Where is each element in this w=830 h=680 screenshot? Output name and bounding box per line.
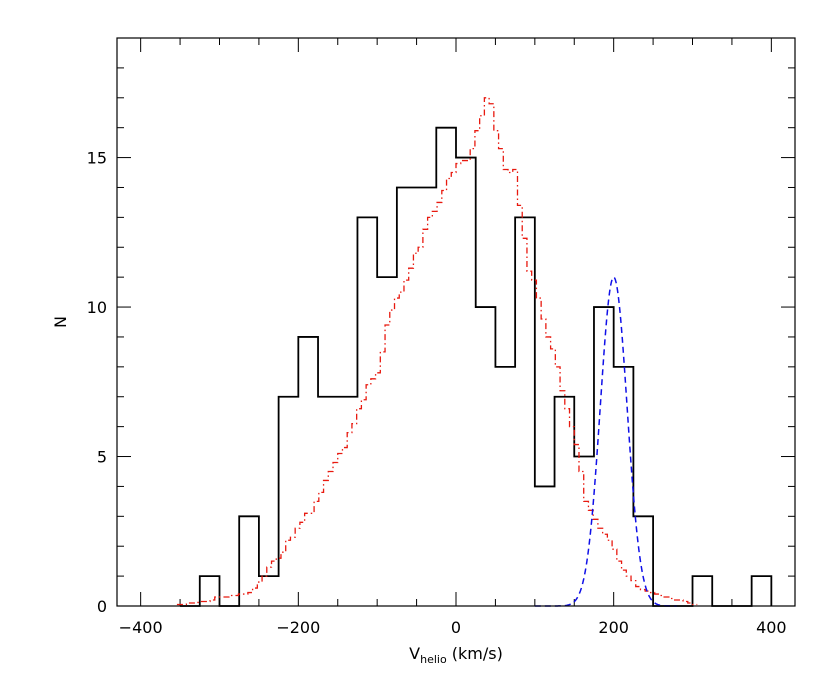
x-axis-label-main: V	[409, 644, 420, 663]
y-tick-label: 10	[87, 298, 107, 317]
x-tick-label: 0	[451, 618, 461, 637]
x-tick-label: −200	[276, 618, 320, 637]
y-tick-labels: 0 5 10 15	[87, 149, 107, 616]
gaussian-fit-series	[534, 276, 677, 607]
observed-histogram-series	[180, 126, 773, 607]
x-tick-label: 400	[756, 618, 787, 637]
x-axis-label: Vhelio (km/s)	[409, 644, 503, 666]
y-tick-label: 0	[97, 597, 107, 616]
x-tick-label: −400	[119, 618, 163, 637]
x-axis-label-unit: (km/s)	[447, 644, 503, 663]
x-tick-label: 200	[598, 618, 629, 637]
x-axis-label-subscript: helio	[420, 653, 447, 666]
series-layer	[176, 97, 773, 607]
major-ticks	[117, 38, 795, 607]
model-histogram-series	[176, 97, 698, 606]
plot-frame	[116, 37, 796, 607]
minor-ticks	[117, 37, 795, 606]
x-tick-labels: −400 −200 0 200 400	[119, 618, 787, 637]
y-tick-label: 15	[87, 149, 107, 168]
y-tick-label: 5	[97, 448, 107, 467]
y-axis-label: N	[51, 316, 70, 328]
